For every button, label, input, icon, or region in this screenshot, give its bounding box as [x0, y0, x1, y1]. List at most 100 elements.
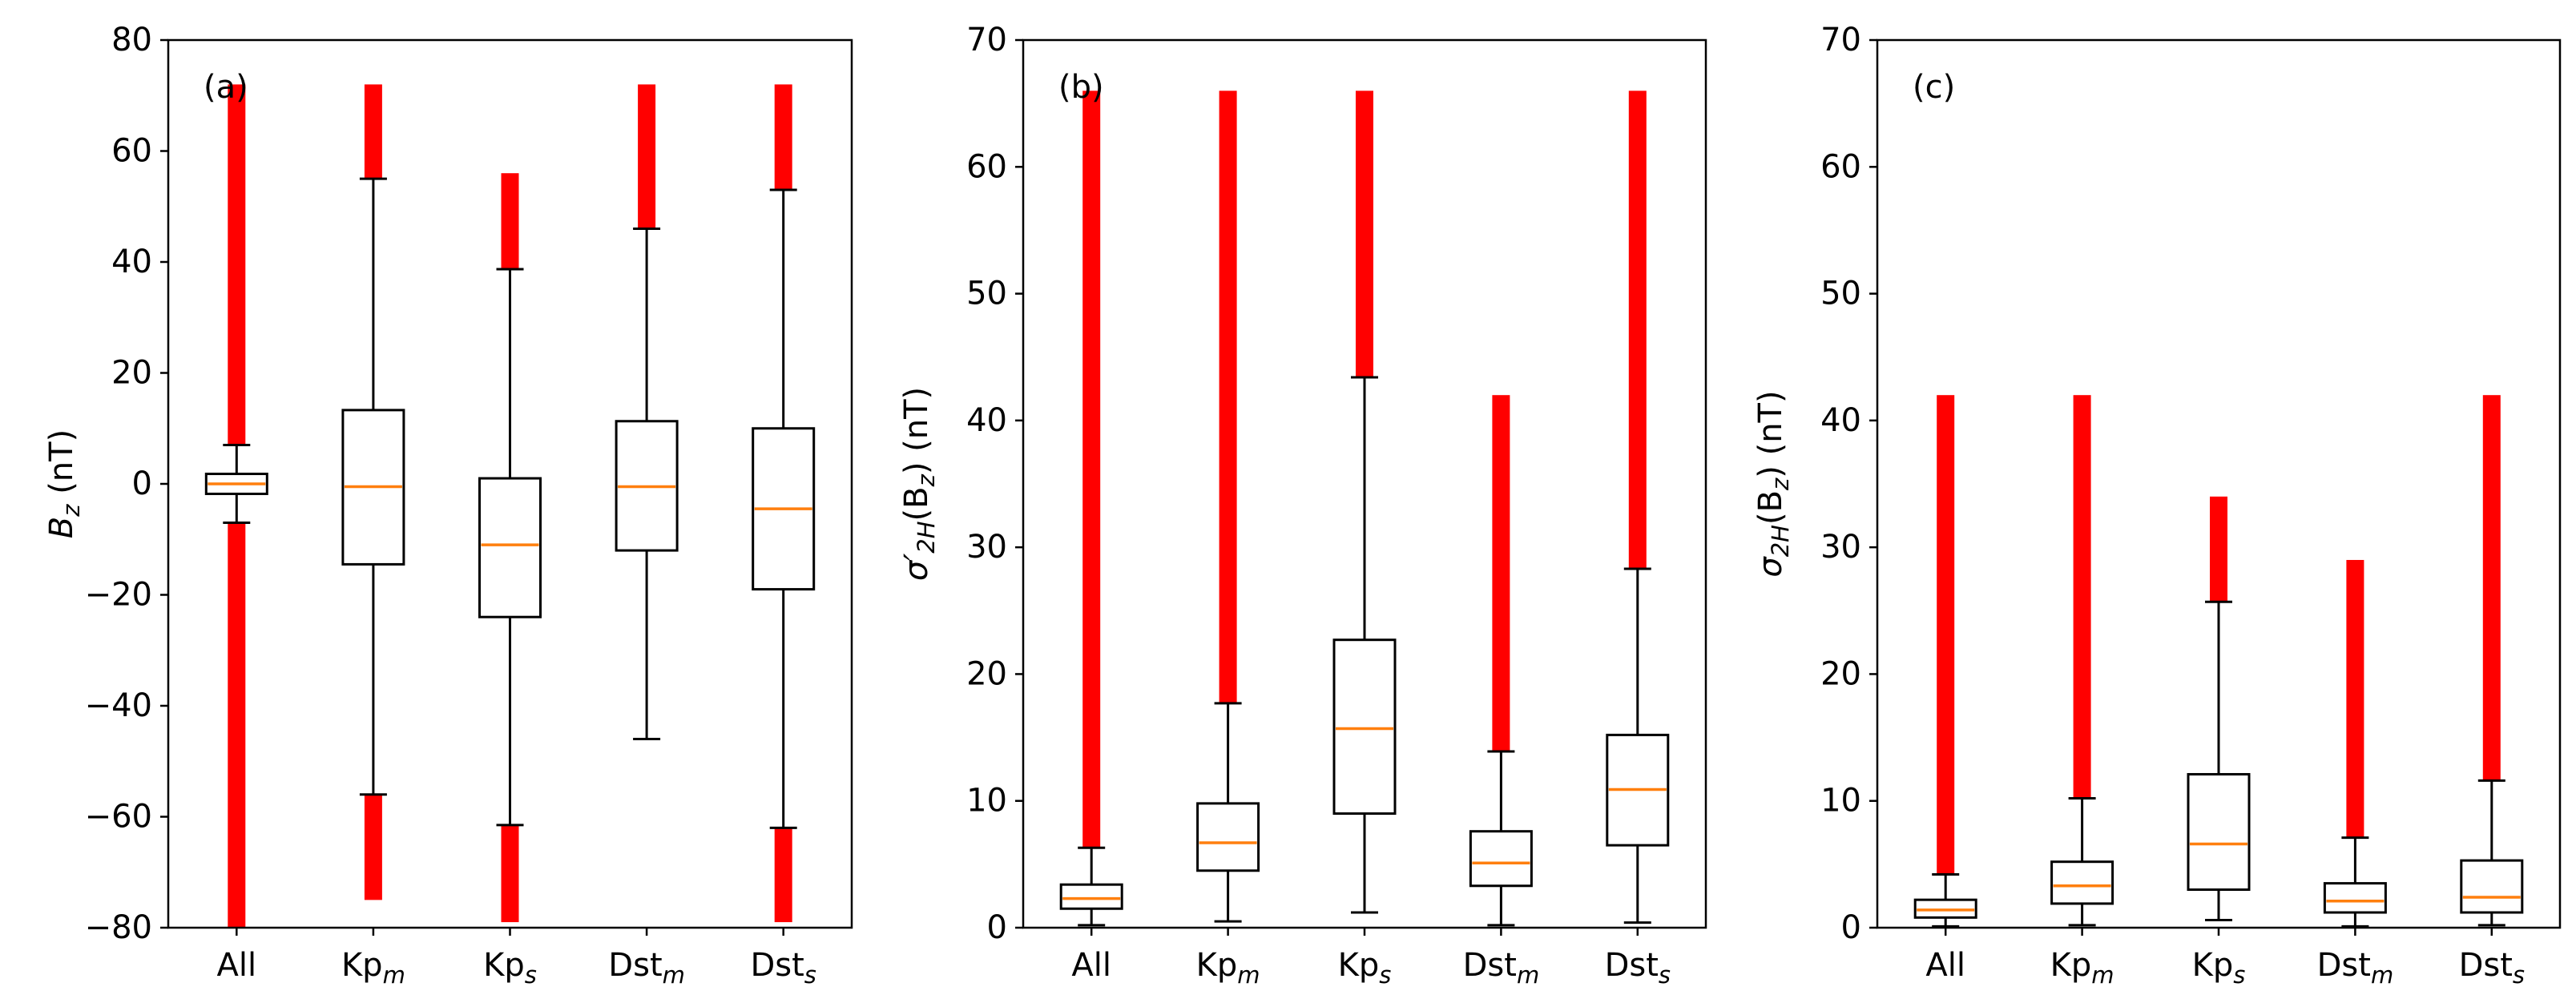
ytick-label: −60 [85, 799, 152, 836]
box-2-5 [1606, 91, 1670, 924]
ytick-label: −80 [85, 909, 152, 946]
panel-2: 70 60 50 40 30 20 10 0 All Kpm Kps Dstm Dsts (b) σ′2H(… [898, 22, 1707, 989]
xtick-label: Dstm [608, 947, 685, 989]
box-1-2 [341, 84, 405, 900]
ytick-label: 70 [1820, 22, 1861, 58]
panel-1: 80 60 40 20 0 −20 −40 −60 −80 All Kpm Kps Dstm Dsts (a… [43, 22, 853, 989]
xtick-label: Kpm [1196, 947, 1260, 989]
fliers-high [2073, 395, 2091, 799]
ytick-label: 20 [966, 655, 1007, 692]
xtick-label: Dsts [1605, 947, 1671, 989]
iqr-box [1059, 883, 1123, 910]
box-1-3 [478, 173, 542, 923]
ytick-label: −40 [85, 687, 152, 724]
fliers-high [1492, 395, 1510, 751]
panel-label: (b) [1058, 69, 1104, 106]
xtick-label: All [1925, 947, 1965, 984]
box-1-1 [204, 84, 268, 928]
iqr-box [204, 473, 268, 495]
fliers-high [1219, 91, 1237, 703]
fliers-high [1082, 91, 1101, 848]
ytick-label: 10 [966, 783, 1007, 820]
box-3-2 [2050, 395, 2114, 927]
xtick-label: All [217, 947, 257, 984]
iqr-box [1606, 733, 1670, 847]
iqr-box [2460, 859, 2524, 914]
fliers-low [501, 824, 519, 923]
fliers-low [774, 828, 792, 923]
y-axis-label: σ2H(Bz) (nT) [1752, 390, 1794, 577]
iqr-box [1913, 898, 1977, 919]
fliers-high [638, 84, 656, 229]
fliers-high [774, 84, 792, 190]
xtick-label: All [1071, 947, 1111, 984]
iqr-box [615, 420, 679, 552]
ytick-label: 40 [1820, 402, 1861, 439]
ytick-label: 40 [966, 402, 1007, 439]
fliers-high [228, 84, 246, 445]
ytick-label: 10 [1820, 783, 1861, 820]
ytick-label: 60 [1820, 148, 1861, 185]
box-3-5 [2460, 395, 2524, 927]
iqr-box [1332, 638, 1397, 816]
box-2-2 [1196, 91, 1260, 923]
xtick-label: Kps [483, 947, 537, 989]
fliers-high [501, 173, 519, 270]
ytick-label: 20 [111, 355, 152, 392]
ytick-label: 0 [987, 909, 1007, 946]
y-axis-label: σ′2H(Bz) (nT) [898, 387, 940, 581]
fliers-low [228, 522, 246, 928]
panel-label: (c) [1913, 69, 1955, 106]
xtick-label: Dstm [2317, 947, 2394, 989]
iqr-box [478, 477, 542, 618]
xtick-label: Kps [2192, 947, 2246, 989]
ytick-label: 80 [111, 22, 152, 58]
ytick-label: 30 [1820, 529, 1861, 566]
fliers-high [1937, 395, 1955, 875]
fliers-high [2210, 496, 2227, 602]
fliers-low [364, 794, 382, 900]
xtick-label: Kpm [2050, 947, 2114, 989]
ytick-label: 40 [111, 244, 152, 280]
xtick-label: Dsts [750, 947, 816, 989]
ytick-label: 70 [966, 22, 1007, 58]
iqr-box [1469, 830, 1533, 888]
box-3-3 [2187, 496, 2251, 922]
box-3-4 [2323, 559, 2387, 928]
iqr-box [2323, 882, 2387, 914]
box-2-1 [1059, 91, 1123, 927]
fliers-high [2482, 395, 2501, 781]
box-2-3 [1332, 91, 1397, 914]
iqr-box [2187, 772, 2251, 892]
fliers-high [1356, 91, 1373, 378]
fliers-high [364, 84, 382, 179]
fliers-high [2346, 559, 2364, 838]
iqr-box [341, 409, 405, 566]
iqr-box [752, 427, 816, 591]
xtick-label: Kps [1338, 947, 1392, 989]
ytick-label: 0 [1841, 909, 1861, 946]
ytick-label: 60 [966, 148, 1007, 185]
ytick-label: 60 [111, 133, 152, 170]
ytick-label: 50 [966, 276, 1007, 312]
y-axis-label: Bz (nT) [43, 429, 85, 538]
ytick-label: 20 [1820, 655, 1861, 692]
ytick-label: 30 [966, 529, 1007, 566]
panel-label: (a) [204, 69, 248, 106]
box-3-1 [1913, 395, 1977, 928]
ytick-label: −20 [85, 577, 152, 614]
xtick-label: Kpm [341, 947, 405, 989]
iqr-box [1196, 802, 1260, 872]
axes-frame [1876, 38, 2562, 929]
ytick-label: 0 [132, 465, 152, 502]
iqr-box [2050, 860, 2114, 905]
panel-3: 70 60 50 40 30 20 10 0 All Kpm Kps Dstm Dsts (c) σ2H(B… [1752, 22, 2562, 989]
xtick-label: Dstm [1463, 947, 1540, 989]
ytick-label: 50 [1820, 276, 1861, 312]
box-1-4 [615, 84, 679, 741]
box-2-4 [1469, 395, 1533, 927]
xtick-label: Dsts [2459, 947, 2525, 989]
fliers-high [1628, 91, 1647, 570]
box-1-5 [752, 84, 816, 923]
